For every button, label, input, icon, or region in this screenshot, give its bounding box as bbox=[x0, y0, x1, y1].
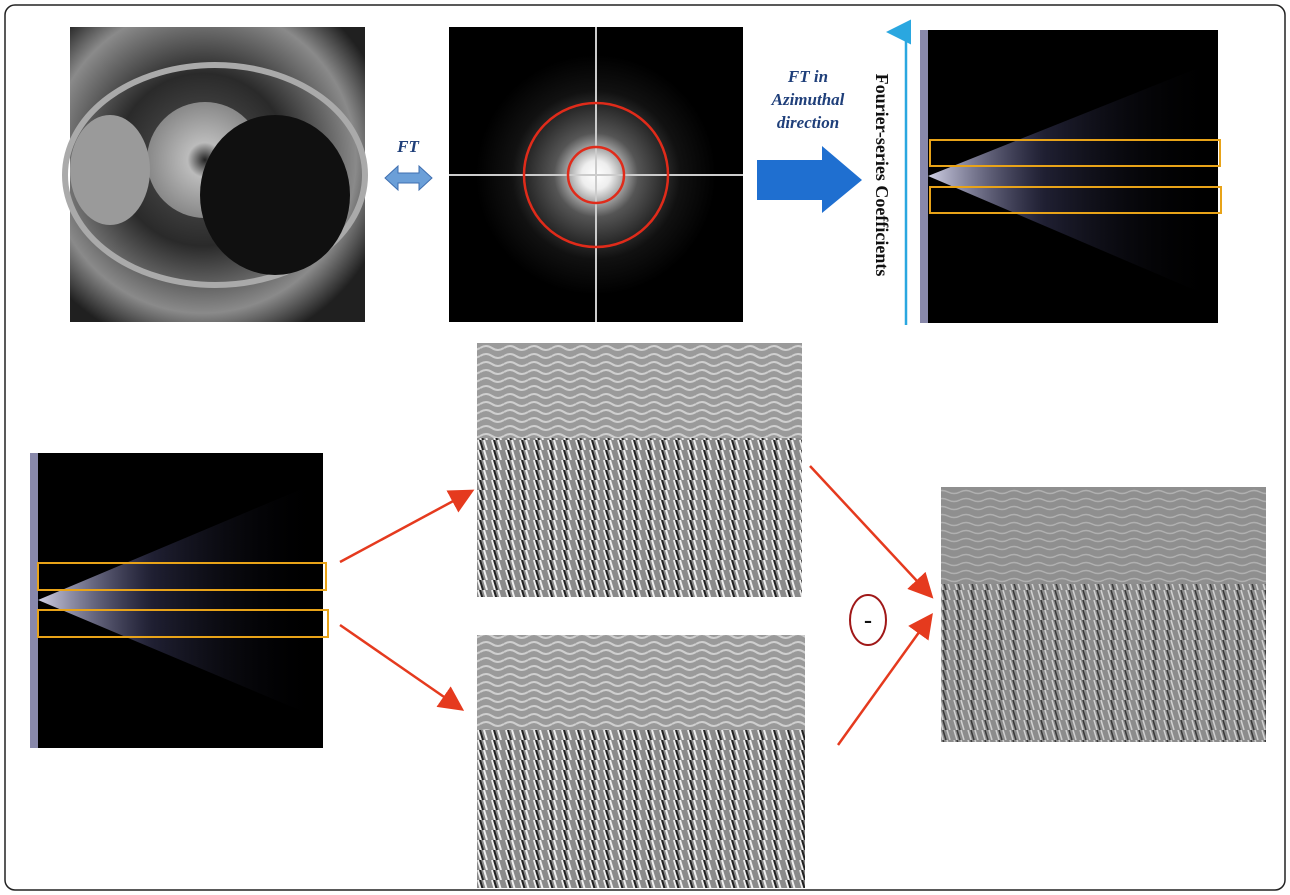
ft-arrow bbox=[384, 164, 433, 192]
minus-label: - bbox=[864, 608, 872, 634]
coefficient-image bbox=[920, 30, 1222, 323]
red-arrows bbox=[339, 465, 934, 746]
minus-circle bbox=[849, 594, 887, 646]
phase-image bbox=[477, 343, 802, 597]
azimuthal-line: Azimuthal bbox=[771, 90, 845, 109]
coefficient-image bbox=[30, 453, 329, 748]
mri-image bbox=[62, 27, 368, 322]
frame bbox=[4, 4, 1286, 891]
difference-image bbox=[941, 487, 1266, 742]
azimuthal-line: direction bbox=[777, 113, 839, 132]
phase-image bbox=[477, 635, 805, 888]
axis-label: Fourier-series Coefficients bbox=[872, 74, 892, 277]
spectrum-image bbox=[449, 27, 743, 322]
ft-label: FT bbox=[396, 137, 419, 156]
azimuthal-line: FT in bbox=[787, 67, 828, 86]
azimuthal-arrow bbox=[757, 146, 862, 213]
